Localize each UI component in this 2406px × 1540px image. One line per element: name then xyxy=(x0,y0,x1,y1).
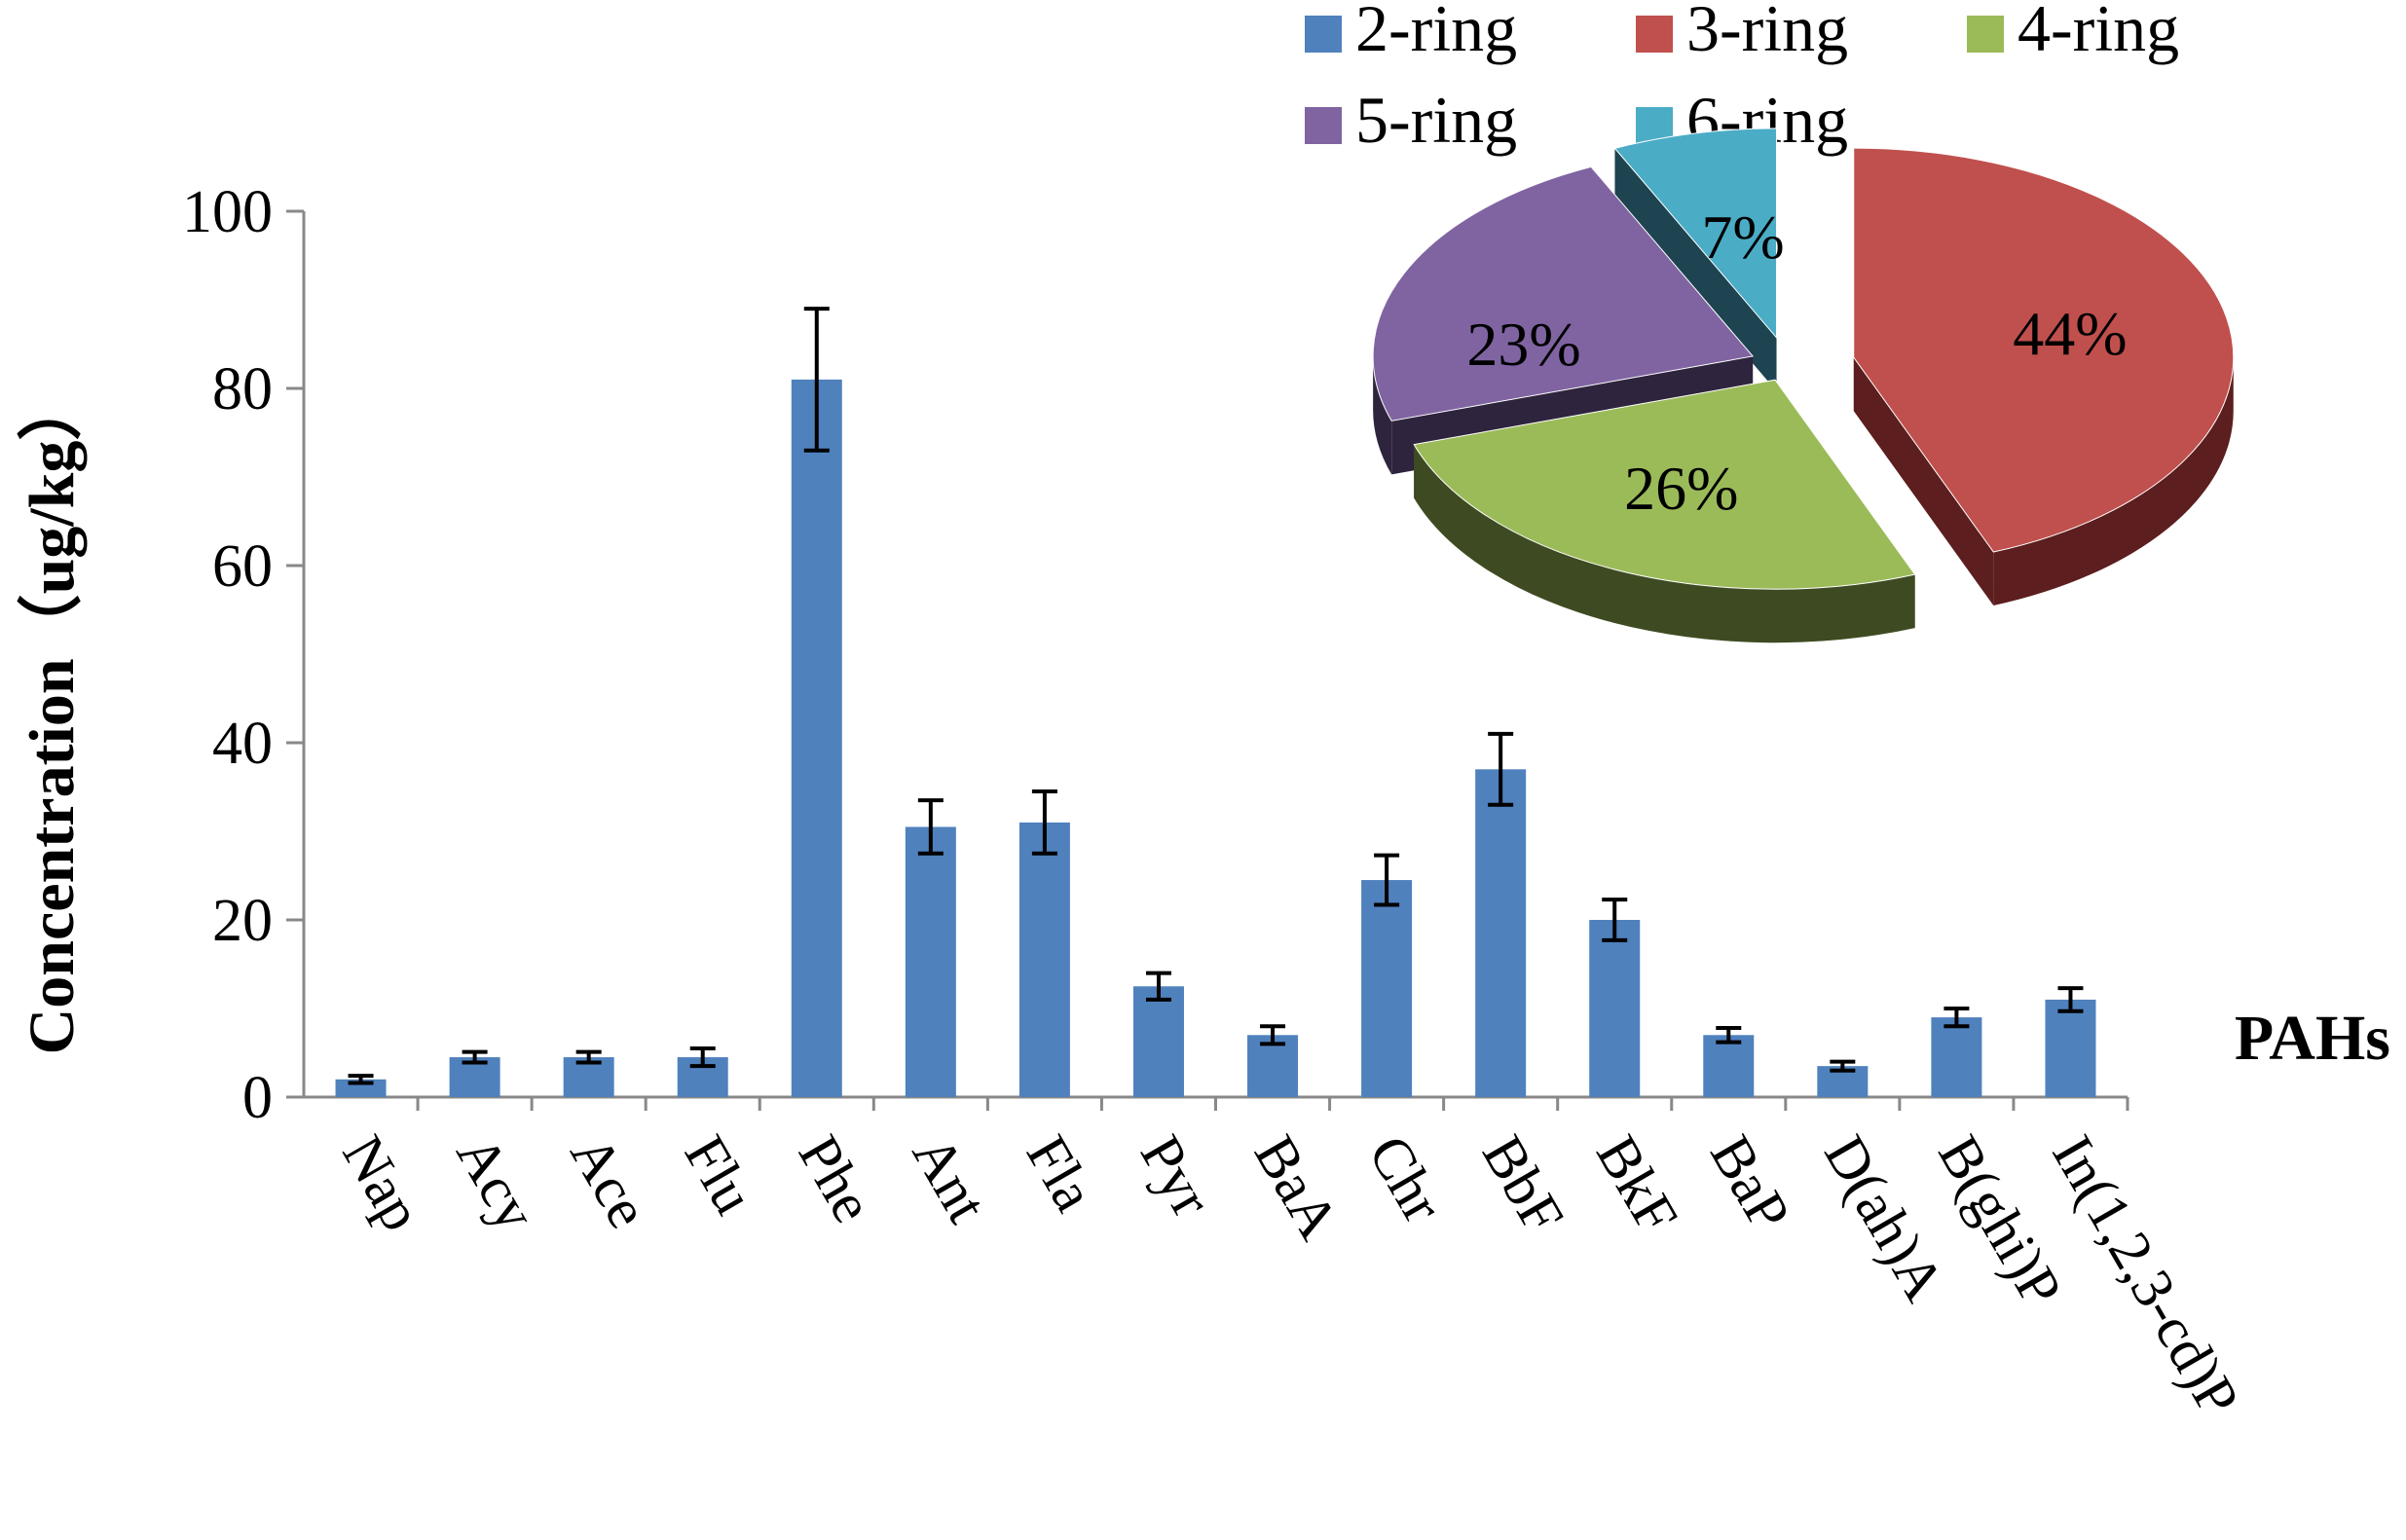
pie-label-3-ring: 44% xyxy=(2013,299,2127,368)
pie-slice-5-ring xyxy=(1372,165,1755,475)
error-bar xyxy=(1488,731,1514,807)
error-bar xyxy=(1602,898,1628,942)
x-tick-label: Pyr xyxy=(1129,1125,1225,1228)
x-tick-label: BkF xyxy=(1584,1125,1690,1245)
error-bar xyxy=(1374,853,1400,907)
error-bar xyxy=(917,798,944,856)
bar-pyr xyxy=(1132,986,1184,1097)
pie-slice-4-ring xyxy=(1413,379,1916,643)
x-tick-label: BaA xyxy=(1242,1125,1351,1250)
x-tick-label: In(1,2,3-cd)P xyxy=(2040,1125,2251,1427)
pie-slice-3-ring xyxy=(1853,147,2235,606)
legend-item-3-ring: 3-ring xyxy=(1636,0,1848,65)
y-tick-label: 20 xyxy=(212,888,273,954)
legend-item-2-ring: 2-ring xyxy=(1305,0,1517,65)
y-tick-label: 80 xyxy=(212,356,273,422)
bar-b-ghi-p xyxy=(1931,1017,1982,1097)
pie-value-labels: 7% 23% 44% 26% xyxy=(1466,202,2127,523)
error-bar xyxy=(462,1049,488,1065)
legend-label: 4-ring xyxy=(2017,0,2179,65)
legend-swatch xyxy=(1305,16,1342,53)
legend-label: 3-ring xyxy=(1686,0,1848,65)
x-axis-title: PAHs xyxy=(2235,1003,2390,1074)
x-tick-label: Acy xyxy=(444,1125,548,1242)
pie-label-5-ring: 23% xyxy=(1466,310,1580,379)
legend-item-4-ring: 4-ring xyxy=(1967,0,2179,65)
error-bar xyxy=(1830,1059,1856,1073)
x-tick-label: Phe xyxy=(787,1125,886,1233)
pie-slices xyxy=(1372,128,2235,643)
legend-swatch xyxy=(1967,16,2004,53)
legend-swatch xyxy=(1636,16,1673,53)
x-tick-label: Chr xyxy=(1356,1125,1456,1233)
y-tick-label: 40 xyxy=(212,711,273,777)
x-tick-label: Nap xyxy=(330,1125,434,1242)
error-bar xyxy=(689,1045,716,1069)
pie-slice-6-ring xyxy=(1613,128,1778,391)
x-tick-label: BbF xyxy=(1470,1125,1576,1245)
x-tick-label: Fla xyxy=(1015,1125,1107,1222)
x-tick-label: BaP xyxy=(1698,1125,1802,1242)
x-axis: Nap Acy Ace Flu Phe Ant Fla Pyr BaA Chr BbF BkF BaP D… xyxy=(304,1095,2251,1427)
error-bar xyxy=(575,1049,602,1065)
y-axis: 0 20 40 60 80 100 xyxy=(182,179,306,1131)
legend-item-5-ring: 5-ring xyxy=(1305,83,1517,157)
bar-bkf xyxy=(1589,920,1641,1097)
y-tick-label: 100 xyxy=(182,179,273,245)
legend-swatch xyxy=(1305,107,1342,144)
bar-chr xyxy=(1361,880,1413,1097)
error-bar xyxy=(1145,971,1171,1002)
error-bar xyxy=(2057,986,2084,1013)
x-tick-label: Ace xyxy=(558,1125,660,1239)
pie-label-4-ring: 26% xyxy=(1624,454,1738,523)
pie-label-6-ring: 7% xyxy=(1701,202,1784,272)
y-tick-label: 60 xyxy=(212,533,273,600)
error-bar xyxy=(1260,1024,1286,1046)
error-bar xyxy=(1031,789,1057,856)
bar-phe xyxy=(791,379,842,1097)
error-bar xyxy=(803,307,830,453)
error-bars xyxy=(348,307,2084,1085)
x-tick-label: Ant xyxy=(901,1125,1000,1233)
bar-ant xyxy=(905,826,956,1097)
bar-in-1-2-3-cd-p xyxy=(2045,999,2096,1097)
bar-bbf xyxy=(1475,769,1527,1097)
bar-bap xyxy=(1703,1035,1755,1097)
error-bar xyxy=(348,1074,374,1085)
y-axis-title: Concentration（ug/kg） xyxy=(16,377,88,1055)
bar-series xyxy=(335,379,2096,1097)
bar-fla xyxy=(1018,822,1070,1097)
y-tick-label: 0 xyxy=(242,1065,273,1131)
error-bar xyxy=(1716,1026,1742,1045)
legend-label: 5-ring xyxy=(1355,83,1517,157)
error-bar xyxy=(1943,1007,1970,1029)
legend-label: 2-ring xyxy=(1355,0,1517,65)
x-tick-label: Flu xyxy=(672,1125,766,1225)
